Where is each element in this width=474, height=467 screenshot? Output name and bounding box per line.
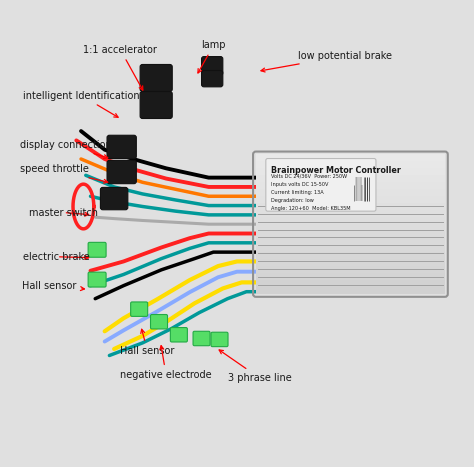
FancyBboxPatch shape (193, 331, 210, 346)
Text: Current limiting: 13A: Current limiting: 13A (271, 190, 324, 195)
FancyBboxPatch shape (151, 314, 167, 329)
Bar (256, 217, 445, 224)
FancyBboxPatch shape (88, 242, 106, 257)
Text: 1:1 accelerator: 1:1 accelerator (83, 44, 157, 90)
FancyBboxPatch shape (211, 332, 228, 347)
Bar (256, 238, 445, 245)
Text: electric brake: electric brake (23, 252, 90, 262)
Bar (256, 280, 445, 287)
Text: Degradation: low: Degradation: low (271, 198, 314, 203)
Text: Volts DC 24/36V  Power: 250W: Volts DC 24/36V Power: 250W (271, 174, 347, 179)
FancyBboxPatch shape (107, 135, 137, 158)
FancyBboxPatch shape (131, 302, 148, 316)
FancyBboxPatch shape (107, 160, 137, 184)
Bar (256, 189, 445, 196)
Bar (256, 175, 445, 182)
Text: Angle: 120+60  Model: KBL35M: Angle: 120+60 Model: KBL35M (271, 205, 351, 211)
FancyBboxPatch shape (88, 272, 106, 287)
FancyBboxPatch shape (140, 92, 172, 119)
FancyBboxPatch shape (140, 64, 172, 92)
FancyBboxPatch shape (170, 327, 187, 342)
FancyBboxPatch shape (100, 187, 128, 210)
Bar (256, 224, 445, 231)
FancyBboxPatch shape (201, 71, 223, 87)
Bar (256, 161, 445, 168)
Bar (256, 182, 445, 189)
Bar (256, 203, 445, 210)
Text: lamp: lamp (198, 40, 226, 73)
Text: negative electrode: negative electrode (120, 346, 212, 380)
Bar (256, 266, 445, 273)
Bar (256, 252, 445, 259)
Text: Inputs volts DC 15-50V: Inputs volts DC 15-50V (271, 182, 328, 187)
Text: Hall sensor: Hall sensor (22, 281, 84, 290)
Bar (256, 273, 445, 280)
Text: Hall sensor: Hall sensor (120, 329, 174, 356)
Text: Brainpower Motor Controller: Brainpower Motor Controller (271, 166, 401, 175)
Text: display connection: display connection (19, 140, 111, 158)
Bar (256, 231, 445, 238)
Bar (256, 210, 445, 217)
Text: intelligent Identification: intelligent Identification (23, 91, 140, 117)
Bar (256, 287, 445, 294)
Bar (256, 155, 445, 161)
Text: 3 phrase line: 3 phrase line (219, 350, 292, 383)
Bar (256, 259, 445, 266)
Text: master switch: master switch (29, 207, 98, 218)
Bar (256, 196, 445, 203)
Text: speed throttle: speed throttle (19, 164, 108, 183)
FancyBboxPatch shape (266, 158, 376, 211)
Bar (256, 168, 445, 175)
Text: low potential brake: low potential brake (261, 50, 392, 72)
FancyBboxPatch shape (201, 57, 223, 75)
Bar (256, 245, 445, 252)
